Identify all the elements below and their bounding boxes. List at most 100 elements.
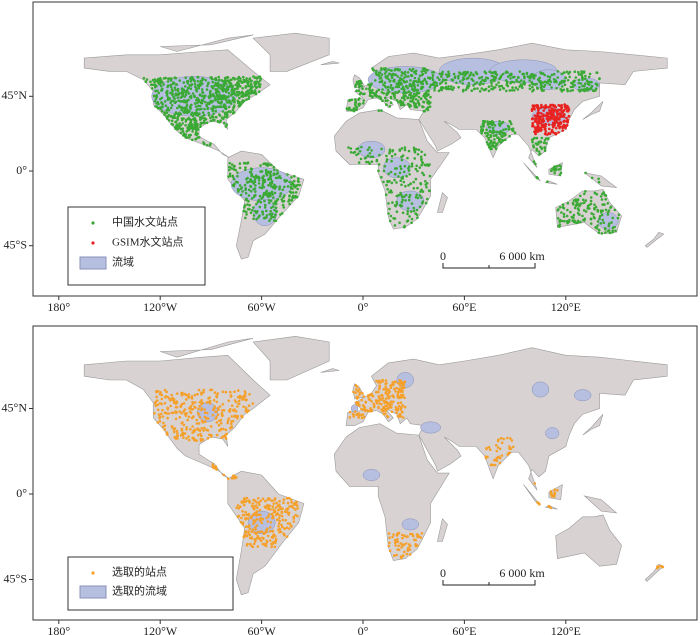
station (248, 180, 252, 183)
station (594, 205, 598, 209)
station (572, 216, 575, 219)
station (258, 79, 262, 82)
legend-label: 中国水文站点 (112, 215, 178, 229)
station (491, 131, 495, 135)
station (495, 83, 498, 86)
station (166, 117, 169, 120)
station (236, 77, 239, 81)
station (385, 381, 388, 385)
station (389, 101, 393, 104)
station (540, 147, 543, 150)
basin (545, 427, 560, 440)
station (354, 98, 357, 101)
station (203, 411, 207, 415)
station (407, 198, 411, 202)
station (538, 127, 542, 130)
station (276, 198, 280, 201)
station (288, 180, 291, 184)
station (381, 88, 384, 91)
station (399, 167, 403, 171)
station (574, 200, 578, 203)
station (291, 187, 294, 191)
station (566, 79, 570, 82)
legend-swatch (79, 585, 107, 599)
station (260, 521, 264, 525)
station (165, 111, 169, 115)
station (145, 78, 149, 81)
station (283, 185, 286, 189)
station (604, 198, 607, 201)
station (398, 221, 401, 225)
station (424, 180, 427, 183)
station (184, 393, 188, 397)
station (400, 556, 404, 559)
station (420, 70, 424, 73)
station (167, 119, 171, 122)
station (199, 121, 203, 125)
station (207, 400, 210, 404)
station (563, 119, 566, 123)
station (260, 530, 264, 533)
station (375, 69, 378, 73)
station (406, 210, 410, 213)
station (290, 198, 294, 202)
station (396, 84, 400, 87)
station (392, 217, 395, 220)
station (390, 154, 394, 158)
station (428, 105, 432, 108)
station (377, 405, 380, 409)
station (268, 212, 272, 216)
station (178, 416, 182, 419)
station (423, 153, 427, 157)
station (487, 89, 491, 93)
station (388, 549, 392, 553)
station (246, 207, 250, 211)
station (219, 427, 223, 431)
station (267, 513, 271, 516)
station (165, 109, 168, 112)
station (382, 180, 385, 184)
station (547, 504, 551, 508)
station (575, 221, 579, 225)
station (374, 399, 378, 402)
station (199, 432, 202, 436)
station (279, 192, 282, 196)
station (273, 215, 276, 219)
station (573, 70, 577, 73)
station (173, 116, 177, 119)
station (252, 175, 256, 179)
station (393, 178, 396, 182)
station (166, 80, 170, 83)
station (201, 111, 205, 114)
station (584, 82, 587, 85)
station (272, 173, 276, 177)
station (400, 158, 404, 162)
station (206, 411, 209, 415)
station (292, 184, 295, 187)
station (404, 199, 407, 202)
station (249, 190, 253, 193)
station (244, 517, 247, 521)
station (291, 196, 294, 199)
station (482, 82, 485, 86)
station (154, 89, 157, 93)
station (174, 127, 177, 130)
station (229, 110, 232, 114)
station (248, 203, 251, 207)
station (273, 540, 277, 543)
station (361, 92, 365, 96)
station (372, 402, 376, 406)
station (611, 226, 615, 229)
station (559, 81, 562, 84)
x-tick-label: 60°E (452, 300, 476, 314)
station (270, 180, 274, 183)
station (391, 86, 395, 90)
station (412, 70, 416, 74)
station (232, 177, 236, 181)
station (245, 181, 249, 184)
station (416, 153, 420, 156)
station (510, 128, 514, 131)
station (370, 400, 373, 403)
station (385, 405, 389, 408)
